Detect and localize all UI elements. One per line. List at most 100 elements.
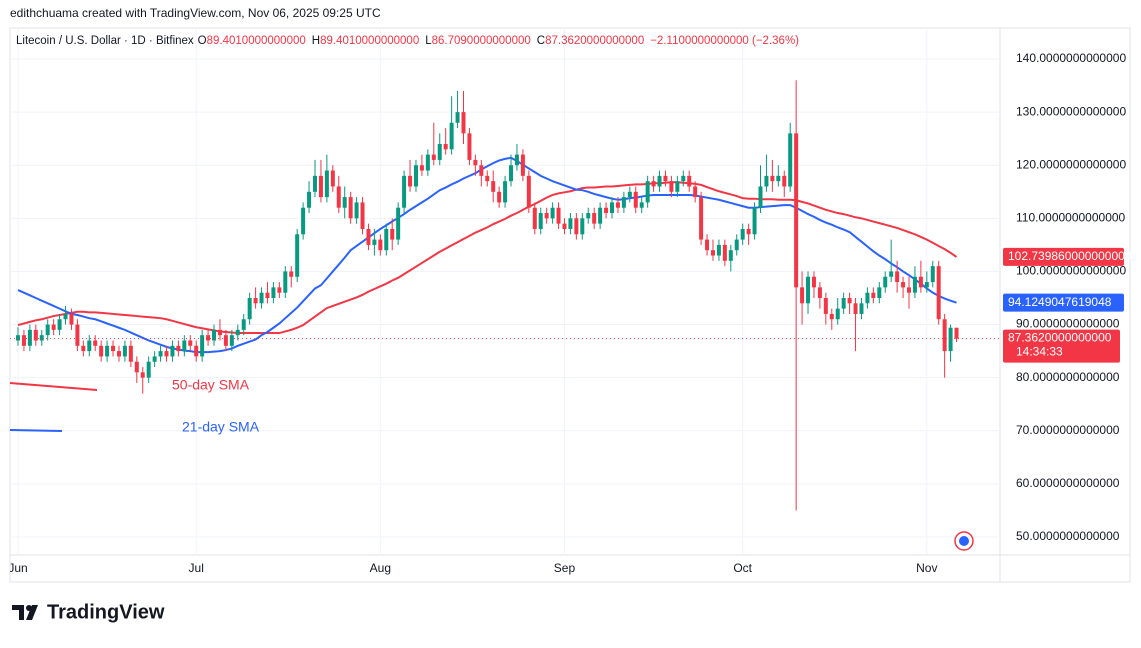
candle-body: [806, 276, 811, 304]
candle-body: [182, 340, 187, 352]
y-tick-label: 100.0000000000000: [1016, 264, 1126, 278]
y-tick-label: 90.0000000000000: [1016, 317, 1120, 331]
logo-mark: [12, 605, 38, 620]
candle-body: [514, 154, 519, 166]
legend-swatch: [9, 382, 98, 391]
candle-body: [705, 239, 710, 251]
y-tick-label: 50.0000000000000: [1016, 529, 1120, 543]
candle-body: [782, 175, 787, 187]
candle-body: [372, 239, 377, 245]
candle-body: [687, 175, 692, 187]
candle-body: [526, 175, 531, 208]
candle-body: [301, 207, 306, 235]
candle-body: [580, 218, 585, 235]
candle-body: [538, 213, 543, 229]
candle-body: [241, 319, 246, 330]
candle-body: [289, 271, 294, 277]
candle-body: [431, 154, 436, 160]
candle-body: [16, 335, 20, 341]
sma-line: [17, 181, 958, 335]
candle-body: [164, 351, 169, 357]
candle-body: [865, 292, 870, 304]
y-tick-label: 130.0000000000000: [1016, 104, 1126, 118]
candle-body: [170, 345, 175, 357]
candle-body: [152, 356, 157, 362]
candle-body: [253, 298, 258, 304]
candle-body: [235, 329, 240, 336]
candle-body: [598, 207, 603, 224]
candle-body: [390, 228, 395, 240]
candle-body: [936, 266, 941, 320]
candle-body: [229, 335, 234, 346]
candle-body: [87, 340, 92, 352]
change: −2.1100000000000 (−2.36%): [650, 35, 799, 47]
sma-price-tag-label: 94.1249047619048: [1008, 295, 1112, 309]
candle-body: [621, 197, 626, 208]
sma-price-tag: [1003, 247, 1124, 266]
candle-body: [425, 154, 430, 171]
candle-body: [194, 345, 199, 357]
sma-price-tag: [1003, 293, 1124, 312]
candle-body: [776, 175, 781, 182]
candle-body: [503, 181, 508, 203]
ohlc-key: H: [312, 35, 320, 47]
candle-body: [811, 276, 816, 288]
candle-body: [176, 345, 181, 352]
candle-body: [615, 202, 620, 208]
countdown: 14:34:33: [1016, 345, 1063, 359]
sma-line: [17, 156, 957, 354]
candle-body: [764, 175, 769, 187]
y-tick-label: 120.0000000000000: [1016, 157, 1126, 171]
candle-body: [313, 175, 317, 192]
candle-body: [324, 170, 329, 198]
candle-body: [146, 361, 151, 378]
candle-body: [384, 228, 389, 251]
candle-body: [942, 319, 947, 352]
candle-body: [93, 340, 98, 346]
flag-icon: [954, 531, 974, 551]
candle-body: [752, 207, 757, 235]
candle-body: [277, 287, 282, 293]
candle-body: [651, 181, 656, 187]
candle-body: [378, 239, 383, 251]
x-tick-label: Jul: [189, 561, 204, 575]
candle-body: [461, 112, 466, 134]
candle-body: [675, 181, 680, 192]
candle-body: [81, 345, 86, 352]
x-labels: Jun Jul Aug Sep Oct Nov: [10, 561, 937, 575]
candle-body: [360, 202, 365, 229]
ohlc-key: C: [537, 35, 545, 47]
symbol-header: Litecoin / U.S. Dollar · 1D · Bitfinex O8…: [16, 35, 799, 47]
candle-body: [657, 175, 662, 187]
candle-body: [485, 175, 490, 182]
candle-body: [247, 298, 252, 320]
logo-text: TradingView: [47, 601, 165, 623]
candle-body: [532, 207, 537, 229]
candle-body: [45, 324, 50, 336]
y-tick-label: 60.0000000000000: [1016, 476, 1120, 490]
candle-body: [348, 197, 353, 219]
chart-frame: [9, 27, 1131, 583]
candle-body: [930, 266, 935, 283]
candle-body: [212, 329, 217, 341]
tradingview-logo: TradingView: [12, 601, 165, 623]
candle-body: [556, 207, 561, 224]
x-tick-label: Aug: [370, 561, 391, 575]
candle-body: [948, 327, 953, 352]
x-tick-label: Oct: [733, 561, 752, 575]
candle-body: [758, 186, 763, 208]
candle-body: [918, 276, 923, 288]
candle-body: [223, 335, 228, 346]
candle-body: [663, 175, 668, 182]
ohlc-key: L: [425, 35, 432, 47]
candle-body: [800, 287, 805, 304]
candle-body: [140, 372, 145, 378]
candle-body: [128, 345, 133, 362]
grid: [10, 28, 1000, 555]
candle-body: [835, 308, 840, 320]
candle-body: [639, 202, 644, 208]
legend-label: 50-day SMA: [172, 377, 250, 393]
candle-body: [794, 133, 799, 288]
last-price-tag: [1003, 329, 1120, 363]
